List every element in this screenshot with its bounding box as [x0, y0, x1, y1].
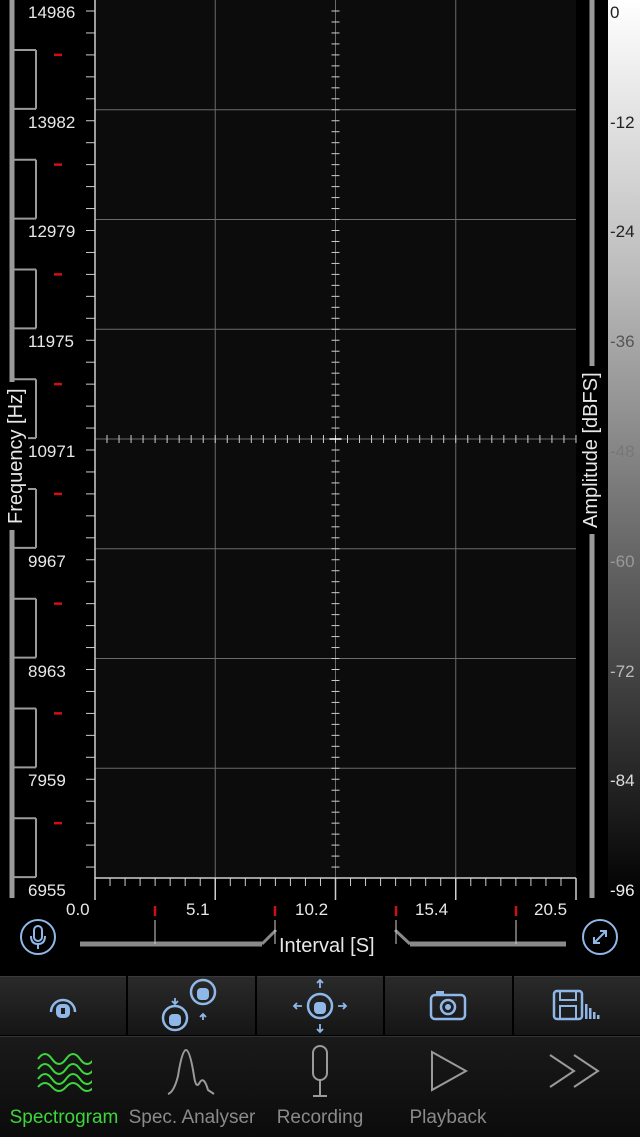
snapshot-button[interactable] — [385, 976, 512, 1035]
time-label: 0.0 — [66, 900, 90, 919]
zoom-vertical-icon — [161, 978, 216, 1032]
time-label: 10.2 — [295, 900, 329, 919]
pan-button[interactable] — [256, 976, 384, 1035]
save-button[interactable] — [513, 976, 640, 1035]
camera-icon — [430, 991, 467, 1021]
microphone-button[interactable] — [20, 919, 56, 955]
tab-bar: Spectrogram Spec. Analyser Recording Pla… — [0, 1036, 640, 1137]
frequency-label: 12979 — [28, 222, 76, 241]
amplitude-label: -24 — [610, 222, 635, 241]
tab-spectrum-analyser[interactable]: Spec. Analyser — [128, 1037, 256, 1137]
frequency-label: 6955 — [28, 881, 66, 900]
tool-bar — [0, 976, 640, 1035]
lock-icon — [49, 998, 77, 1018]
tab-label: Spectrogram — [9, 1107, 119, 1128]
lock-cursor-button[interactable] — [0, 976, 127, 1035]
amplitude-label: 0 — [610, 3, 620, 22]
amplitude-label: -84 — [610, 771, 635, 790]
frequency-label: 11975 — [28, 332, 75, 351]
tab-more[interactable] — [512, 1037, 640, 1137]
time-label: 15.4 — [415, 900, 449, 919]
more-icon — [549, 1054, 600, 1088]
play-icon — [431, 1050, 469, 1092]
expand-icon — [593, 930, 607, 944]
spectrogram-plot[interactable] — [95, 0, 576, 878]
amplitude-label: -36 — [610, 332, 635, 351]
time-label: 20.5 — [534, 900, 568, 919]
save-icon — [552, 989, 600, 1021]
spectrogram-icon — [37, 1053, 92, 1092]
amplitude-label: -48 — [610, 442, 635, 461]
spectrogram-view: 14986 13982 12979 11975 10971 9967 8963 … — [5, 0, 640, 957]
amplitude-axis-title: Amplitude [dBFS] — [580, 366, 603, 534]
amplitude-label: -60 — [610, 552, 635, 571]
time-slider-rail — [393, 928, 412, 946]
spectrum-analyser-icon — [167, 1048, 215, 1095]
time-slider-rail — [260, 928, 278, 946]
frequency-label: 10971 — [28, 442, 76, 461]
time-axis-title: Interval [S] — [279, 935, 375, 957]
frequency-axis-title: Frequency [Hz] — [5, 382, 28, 530]
frequency-label: 9967 — [28, 552, 66, 571]
frequency-label: 14986 — [28, 3, 76, 22]
tab-label: Playback — [409, 1107, 487, 1128]
time-label: 5.1 — [186, 900, 210, 919]
tab-label: Recording — [276, 1107, 364, 1128]
tab-recording[interactable]: Recording — [256, 1037, 384, 1137]
amplitude-label: -12 — [610, 113, 635, 132]
frequency-label: 8963 — [28, 662, 66, 681]
frequency-label: 13982 — [28, 113, 76, 132]
microphone-icon — [312, 1045, 328, 1097]
tab-playback[interactable]: Playback — [384, 1037, 512, 1137]
amplitude-label: -72 — [610, 662, 635, 681]
frequency-label: 7959 — [28, 771, 66, 790]
zoom-vertical-button[interactable] — [128, 976, 255, 1035]
expand-button[interactable] — [582, 919, 618, 955]
microphone-icon — [30, 925, 46, 949]
amplitude-color-bar — [608, 0, 640, 900]
tab-label: Spec. Analyser — [128, 1107, 256, 1128]
tab-spectrogram[interactable]: Spectrogram — [0, 1037, 128, 1137]
amplitude-label: -96 — [610, 881, 635, 900]
pan-icon — [292, 978, 348, 1034]
